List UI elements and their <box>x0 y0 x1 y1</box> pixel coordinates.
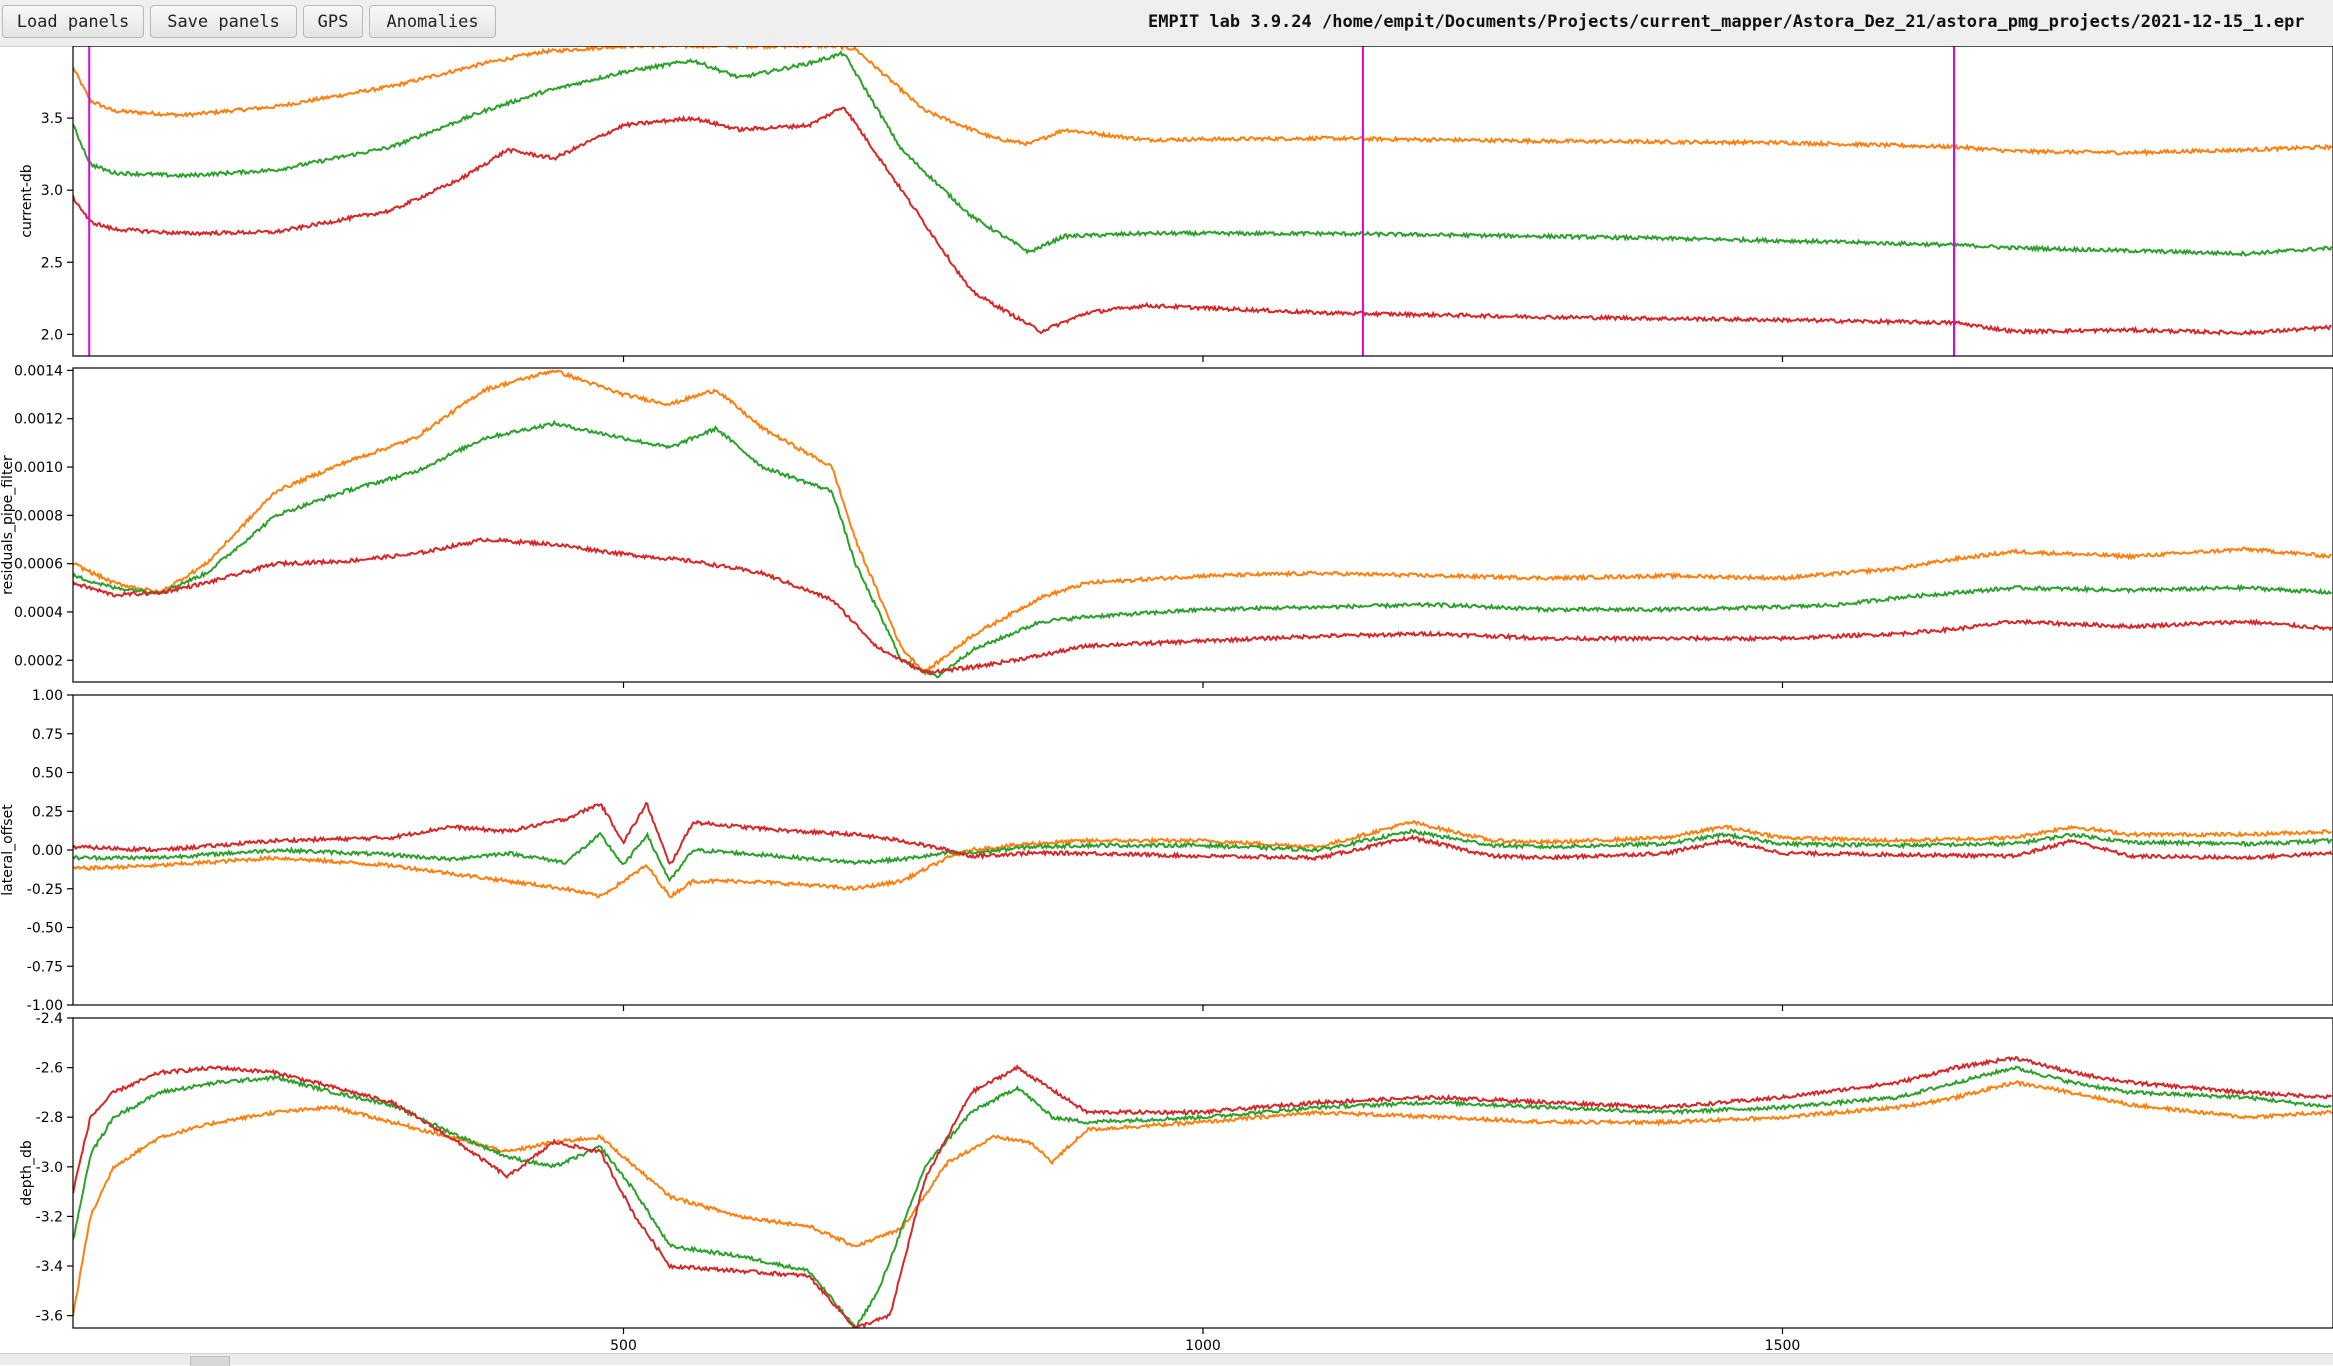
y-tick-label: 0.25 <box>32 804 63 820</box>
y-tick-label: -0.50 <box>27 921 63 937</box>
y-tick-label: 1.00 <box>32 688 63 704</box>
bottom-tab[interactable] <box>190 1356 230 1366</box>
y-tick-label: 0.0004 <box>14 605 63 621</box>
y-tick-label: -2.4 <box>36 1011 63 1027</box>
y-tick-label: 3.0 <box>41 183 63 199</box>
y-tick-label: -3.0 <box>36 1160 63 1176</box>
axes-frame <box>72 367 2333 683</box>
y-tick-label: 0.0002 <box>14 653 63 669</box>
y-axis-label: lateral_offset <box>0 804 16 896</box>
y-tick-label: 0.75 <box>32 727 63 743</box>
series-line-green <box>73 50 2333 257</box>
anomalies-button[interactable]: Anomalies <box>369 5 496 38</box>
gps-button[interactable]: GPS <box>303 5 363 38</box>
chart-panel-4[interactable]: -3.6 -3.4 -3.2 -3.0 -2.8 -2.6 -2.4 500 1000 1500 d… <box>19 1011 2333 1353</box>
y-axis-label: depth_db <box>19 1140 35 1206</box>
axes-frame <box>72 46 2333 357</box>
y-tick-label: -3.4 <box>36 1259 63 1275</box>
series-line-green <box>73 419 2332 679</box>
y-tick-label: 0.0008 <box>14 508 63 524</box>
series-line-red <box>73 1055 2333 1328</box>
y-tick-label: -3.6 <box>36 1309 63 1325</box>
window-title: EMPIT lab 3.9.24 /home/empit/Documents/P… <box>1148 12 2305 32</box>
y-tick-label: -3.2 <box>36 1209 63 1225</box>
y-axis-label: residuals_pipe_filter <box>0 455 16 595</box>
toolbar: Load panels Save panels GPS Anomalies EM… <box>0 0 2333 47</box>
y-tick-label: 2.5 <box>41 255 63 271</box>
y-tick-label: -0.75 <box>27 959 63 975</box>
y-tick-label: 2.0 <box>41 327 63 343</box>
series-line-green <box>73 828 2333 883</box>
y-tick-label: 0.50 <box>32 766 63 782</box>
y-axis-label: current-db <box>19 164 35 237</box>
y-tick-label: 0.00 <box>32 843 63 859</box>
y-tick-label: -1.00 <box>27 998 63 1014</box>
series-line-red <box>73 801 2333 866</box>
y-tick-label: 0.0006 <box>14 557 63 573</box>
bottom-tabbar <box>0 1353 2333 1366</box>
load-panels-button[interactable]: Load panels <box>2 5 144 38</box>
axes-frame <box>72 694 2333 1006</box>
chart-panel-1[interactable]: 2.0 2.5 3.0 3.5 current-db <box>19 46 2333 362</box>
y-tick-label: 0.0012 <box>14 412 63 428</box>
series-line-orange <box>73 46 2333 157</box>
series-line-orange <box>73 819 2332 899</box>
x-tick-label: 1000 <box>1185 1338 1221 1353</box>
y-tick-label: -0.25 <box>27 882 63 898</box>
y-tick-label: -2.8 <box>36 1110 63 1126</box>
plot-area[interactable]: 2.0 2.5 3.0 3.5 current-db 0.0002 0.0004 0.0006… <box>0 46 2333 1353</box>
series-line-red <box>73 106 2332 336</box>
y-tick-label: 3.5 <box>41 111 63 127</box>
y-tick-label: 0.0014 <box>14 363 63 379</box>
save-panels-button[interactable]: Save panels <box>150 5 297 38</box>
x-tick-label: 1500 <box>1765 1338 1801 1353</box>
series-line-orange <box>73 369 2332 677</box>
series-line-red <box>73 536 2333 676</box>
series-line-green <box>73 1065 2332 1328</box>
y-tick-label: 0.0010 <box>14 460 63 476</box>
y-tick-label: -2.6 <box>36 1061 63 1077</box>
x-tick-label: 500 <box>610 1338 637 1353</box>
chart-panel-2[interactable]: 0.0002 0.0004 0.0006 0.0008 0.0010 0.0012 0.00… <box>0 363 2333 688</box>
chart-panel-3[interactable]: -1.00 -0.75 -0.50 -0.25 0.00 0.25 0.50 0.75 1.00… <box>0 688 2333 1014</box>
axes-frame <box>72 1017 2333 1329</box>
